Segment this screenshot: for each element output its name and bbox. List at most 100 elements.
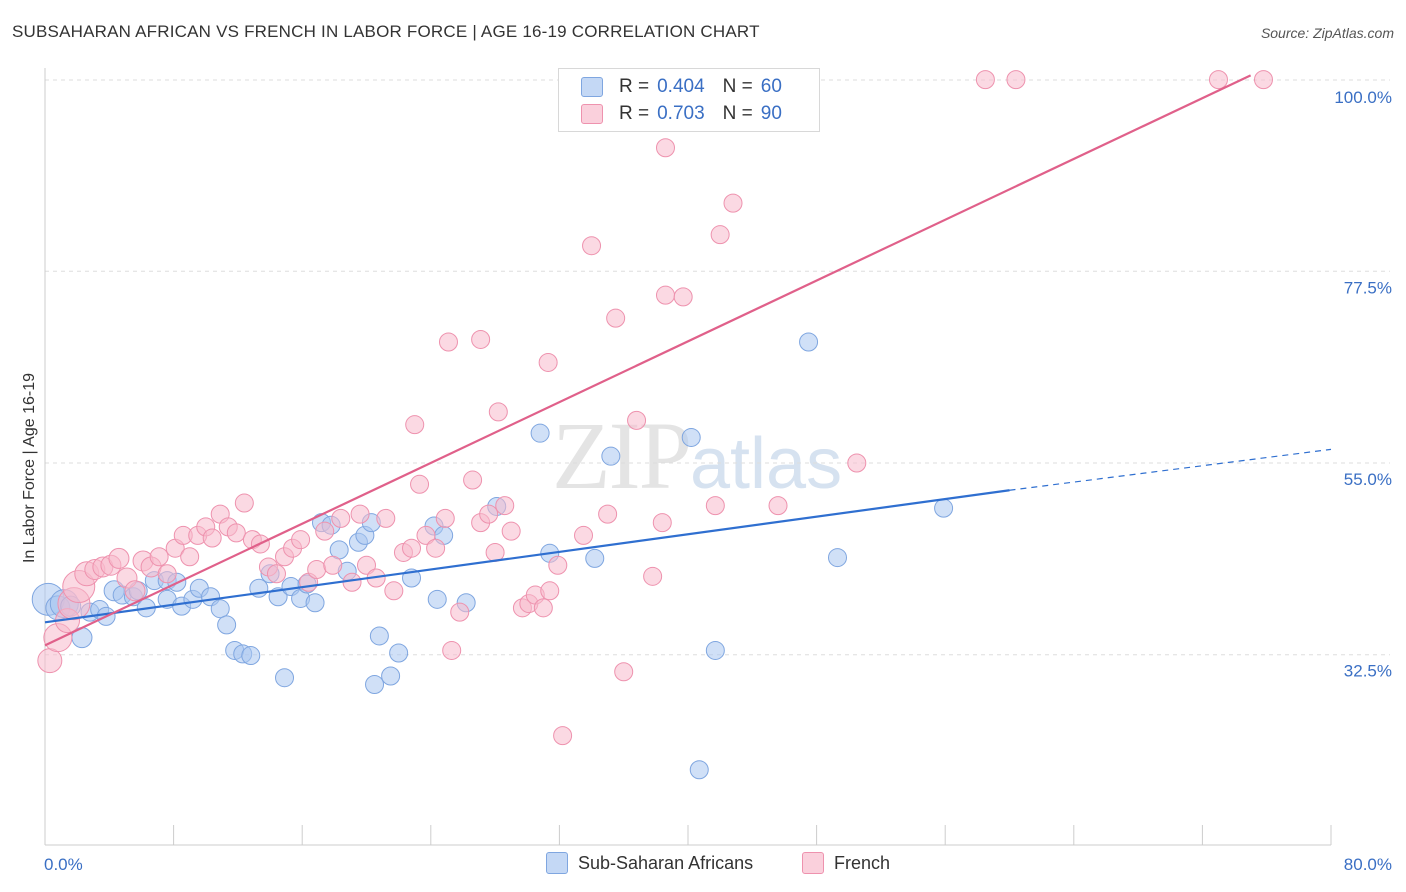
legend-swatch-blue [581, 77, 603, 97]
french-point [847, 453, 867, 473]
french-point [488, 402, 508, 422]
french-point [435, 508, 455, 528]
subsaharan-point [681, 427, 701, 447]
chart-source: Source: ZipAtlas.com [1260, 25, 1394, 41]
y-tick-label: 55.0% [1344, 470, 1392, 489]
french-point [538, 352, 558, 372]
subsaharan-point [210, 599, 230, 619]
french-point [438, 332, 458, 352]
french-point [673, 287, 693, 307]
subsaharan-point [705, 640, 725, 660]
french-point [582, 236, 602, 256]
french-point [501, 521, 521, 541]
french-point [180, 547, 200, 567]
french-point [450, 602, 470, 622]
legend-r-value: 0.703 [657, 103, 705, 124]
french-point [553, 726, 573, 746]
subsaharan-point [275, 668, 295, 688]
french-point [1006, 70, 1026, 90]
y-tick-label: 32.5% [1344, 662, 1392, 681]
correlation-legend: R = 0.404 N = 60 R = 0.703 N = 90 [558, 68, 820, 132]
french-point [342, 572, 362, 592]
french-point [234, 493, 254, 513]
legend-r-value: 0.404 [657, 76, 705, 97]
french-point [643, 566, 663, 586]
subsaharan-point [241, 646, 261, 666]
series-swatch-pink [802, 852, 824, 874]
french-point [655, 138, 675, 158]
subsaharan-point [305, 593, 325, 613]
french-point [323, 555, 343, 575]
legend-n-label: N = [722, 76, 753, 97]
french-point [540, 581, 560, 601]
subsaharan-point [268, 587, 288, 607]
french-point [975, 70, 995, 90]
french-point [291, 530, 311, 550]
french-point [655, 285, 675, 305]
series-legend-french[interactable]: French [802, 852, 890, 874]
series-swatch-blue [546, 852, 568, 874]
french-point [149, 547, 169, 567]
gridlines [45, 79, 1390, 656]
french-point [357, 555, 376, 575]
french-point [463, 470, 483, 490]
french-point [416, 525, 436, 545]
legend-row-french: R = 0.703 N = 90 [581, 102, 800, 126]
french-point [479, 504, 499, 524]
french-point [598, 504, 618, 524]
french-point [202, 528, 222, 548]
legend-row-subsaharan: R = 0.404 N = 60 [581, 75, 800, 99]
watermark-zip: ZIP [552, 402, 692, 509]
french-point [768, 496, 788, 516]
subsaharan-trend-line [44, 489, 1010, 624]
french-point [627, 410, 647, 430]
legend-n-value: 60 [760, 76, 782, 97]
french-point [652, 513, 672, 533]
french-point [548, 555, 568, 575]
subsaharan-point [585, 548, 605, 568]
french-point [574, 525, 594, 545]
subsaharan-point [689, 760, 709, 780]
french-point [533, 598, 553, 618]
subsaharan-point [799, 332, 819, 352]
axes [44, 68, 1332, 846]
series-label-subsaharan: Sub-Saharan Africans [578, 852, 754, 873]
french-point [405, 415, 425, 435]
tick-labels: 32.5% 55.0% 77.5% 100.0% 0.0% 80.0% [44, 88, 1392, 874]
legend-r-label: R = [619, 103, 650, 124]
french-point [442, 640, 462, 660]
legend-r-label: R = [619, 76, 650, 97]
trend-lines [44, 74, 1332, 647]
french-point [1208, 70, 1228, 90]
x-tick-label: 80.0% [1344, 855, 1392, 874]
french-point [124, 580, 146, 602]
watermark-atlas: atlas [690, 424, 843, 504]
y-tick-label: 77.5% [1344, 278, 1392, 297]
legend-swatch-pink [581, 104, 603, 124]
french-point [1253, 70, 1273, 90]
french-point [384, 581, 404, 601]
french-point [376, 508, 396, 528]
subsaharan-point [365, 675, 385, 695]
french-point [614, 662, 634, 682]
french-point [471, 329, 491, 349]
french-point [307, 560, 327, 579]
series-label-french: French [834, 852, 891, 873]
subsaharan-point [369, 626, 389, 646]
french-point [705, 496, 725, 516]
french-point [723, 193, 743, 213]
french-point [315, 521, 335, 541]
legend-n-value: 90 [760, 103, 782, 124]
french-point [710, 225, 730, 245]
subsaharan-point [381, 666, 401, 686]
french-point [226, 523, 246, 543]
watermark: ZIPatlas [552, 400, 842, 511]
y-tick-label: 100.0% [1334, 88, 1392, 107]
data-points [31, 70, 1273, 780]
french-point [495, 496, 515, 516]
subsaharan-point [827, 548, 847, 568]
subsaharan-point [217, 615, 237, 635]
french-point [350, 504, 370, 524]
series-legend-subsaharan[interactable]: Sub-Saharan Africans [546, 852, 753, 874]
